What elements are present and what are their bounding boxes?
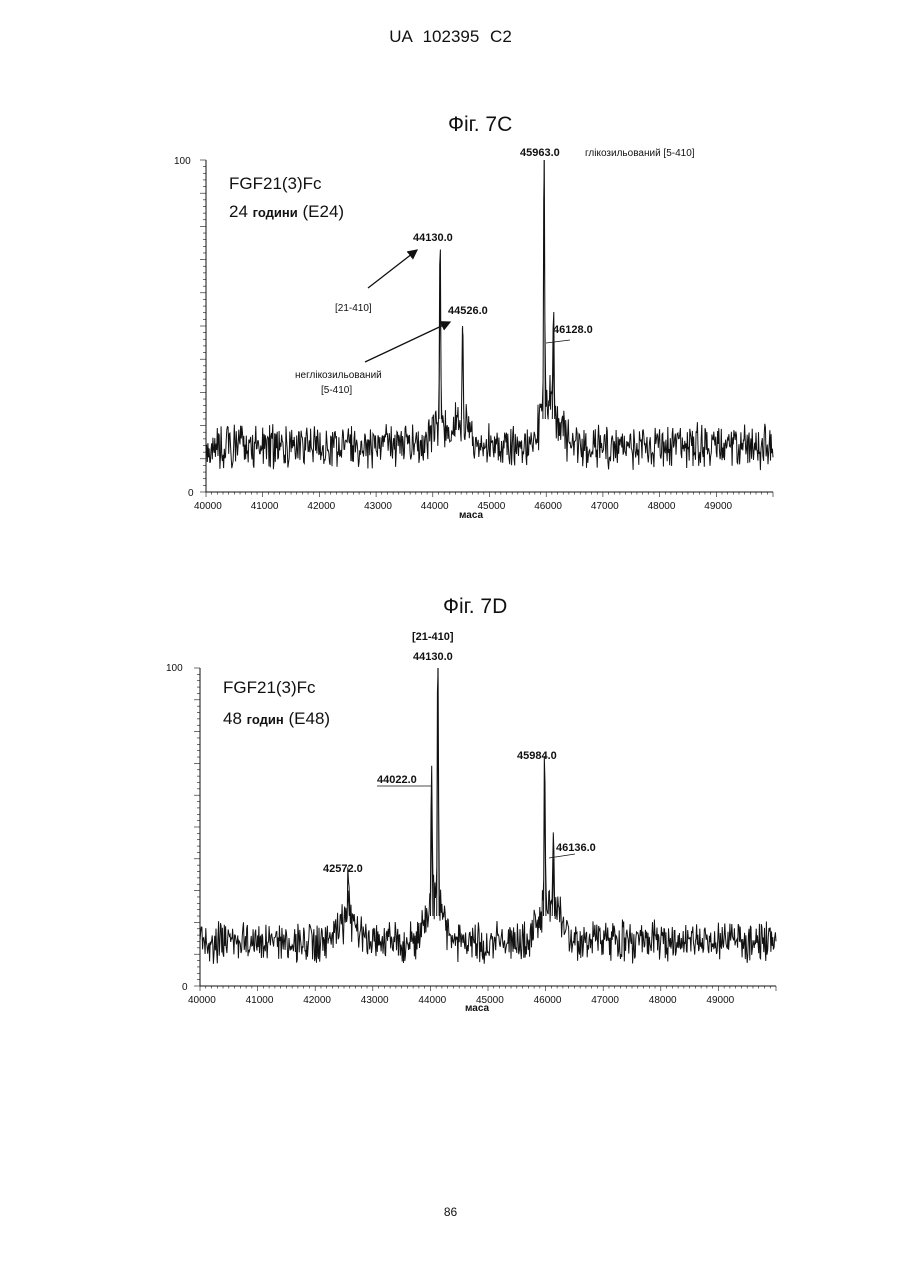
x-tick-label: 41000 bbox=[246, 995, 274, 1006]
y-tick-0: 0 bbox=[188, 488, 194, 499]
x-tick-label: 43000 bbox=[361, 995, 389, 1006]
sample-code: (E24) bbox=[303, 202, 345, 221]
arrow bbox=[368, 250, 417, 288]
x-tick-label: 49000 bbox=[706, 995, 734, 1006]
y-tick-100: 100 bbox=[174, 156, 191, 167]
arrow bbox=[365, 322, 450, 362]
y-minor-ticks bbox=[200, 160, 206, 492]
peak-label: 42572.0 bbox=[323, 863, 363, 875]
time-unit: години bbox=[253, 205, 298, 220]
time-value: 48 bbox=[223, 709, 242, 728]
peak-label: 44130.0 bbox=[413, 232, 453, 244]
x-tick-label: 48000 bbox=[649, 995, 677, 1006]
x-tick-label: 42000 bbox=[303, 995, 331, 1006]
figure-title: Фіг. 7D bbox=[443, 595, 507, 618]
x-tick-label: 47000 bbox=[591, 995, 619, 1006]
peak-label: 44526.0 bbox=[448, 305, 488, 317]
time-point: 24 години (E24) bbox=[229, 202, 344, 221]
x-axis-label: маса bbox=[459, 510, 484, 521]
annotation-nonglycosylated: неглікозильований bbox=[295, 370, 382, 381]
time-unit: годин bbox=[247, 712, 284, 727]
sample-name: FGF21(3)Fc bbox=[223, 678, 316, 697]
peak-leader bbox=[546, 340, 570, 343]
x-tick-label: 41000 bbox=[251, 501, 279, 512]
annotation-range: [21-410] bbox=[335, 303, 372, 314]
x-tick-label: 43000 bbox=[364, 501, 392, 512]
x-tick-label: 46000 bbox=[534, 501, 562, 512]
time-value: 24 bbox=[229, 202, 248, 221]
x-tick-label: 49000 bbox=[704, 501, 732, 512]
x-axis-label: маса bbox=[465, 1003, 490, 1014]
peak-label: 45984.0 bbox=[517, 750, 557, 762]
peak-label: 45963.0 bbox=[520, 147, 560, 159]
page-number: 86 bbox=[0, 1205, 901, 1219]
figure-title: Фіг. 7C bbox=[448, 113, 512, 136]
annotation-range: [21-410] bbox=[412, 631, 454, 643]
x-tick-label: 48000 bbox=[648, 501, 676, 512]
annotation-range-2: [5-410] bbox=[321, 385, 352, 396]
y-minor-ticks bbox=[194, 668, 200, 986]
x-tick-label: 47000 bbox=[591, 501, 619, 512]
sample-name: FGF21(3)Fc bbox=[229, 174, 322, 193]
peak-label: 44130.0 bbox=[413, 651, 453, 663]
x-tick-label: 46000 bbox=[534, 995, 562, 1006]
peak-label: 44022.0 bbox=[377, 774, 417, 786]
x-tick-label: 44000 bbox=[421, 501, 449, 512]
y-tick-100: 100 bbox=[166, 663, 183, 674]
peak-label: 46136.0 bbox=[556, 842, 596, 854]
x-tick-label: 44000 bbox=[418, 995, 446, 1006]
figure-7c: Фіг. 7C 40000410004200043000440004500046… bbox=[174, 113, 773, 521]
time-point: 48 годин (E48) bbox=[223, 709, 330, 728]
figure-7d: Фіг. 7D 40000410004200043000440004500046… bbox=[166, 595, 776, 1014]
x-tick-label: 40000 bbox=[188, 995, 216, 1006]
sample-code: (E48) bbox=[289, 709, 331, 728]
y-tick-0: 0 bbox=[182, 982, 188, 993]
annotation-glycosylated: глікозильований [5-410] bbox=[585, 148, 695, 159]
peak-label: 46128.0 bbox=[553, 324, 593, 336]
x-tick-label: 42000 bbox=[307, 501, 335, 512]
x-ticks: 4000041000420004300044000450004600047000… bbox=[194, 492, 773, 512]
x-tick-label: 40000 bbox=[194, 501, 222, 512]
